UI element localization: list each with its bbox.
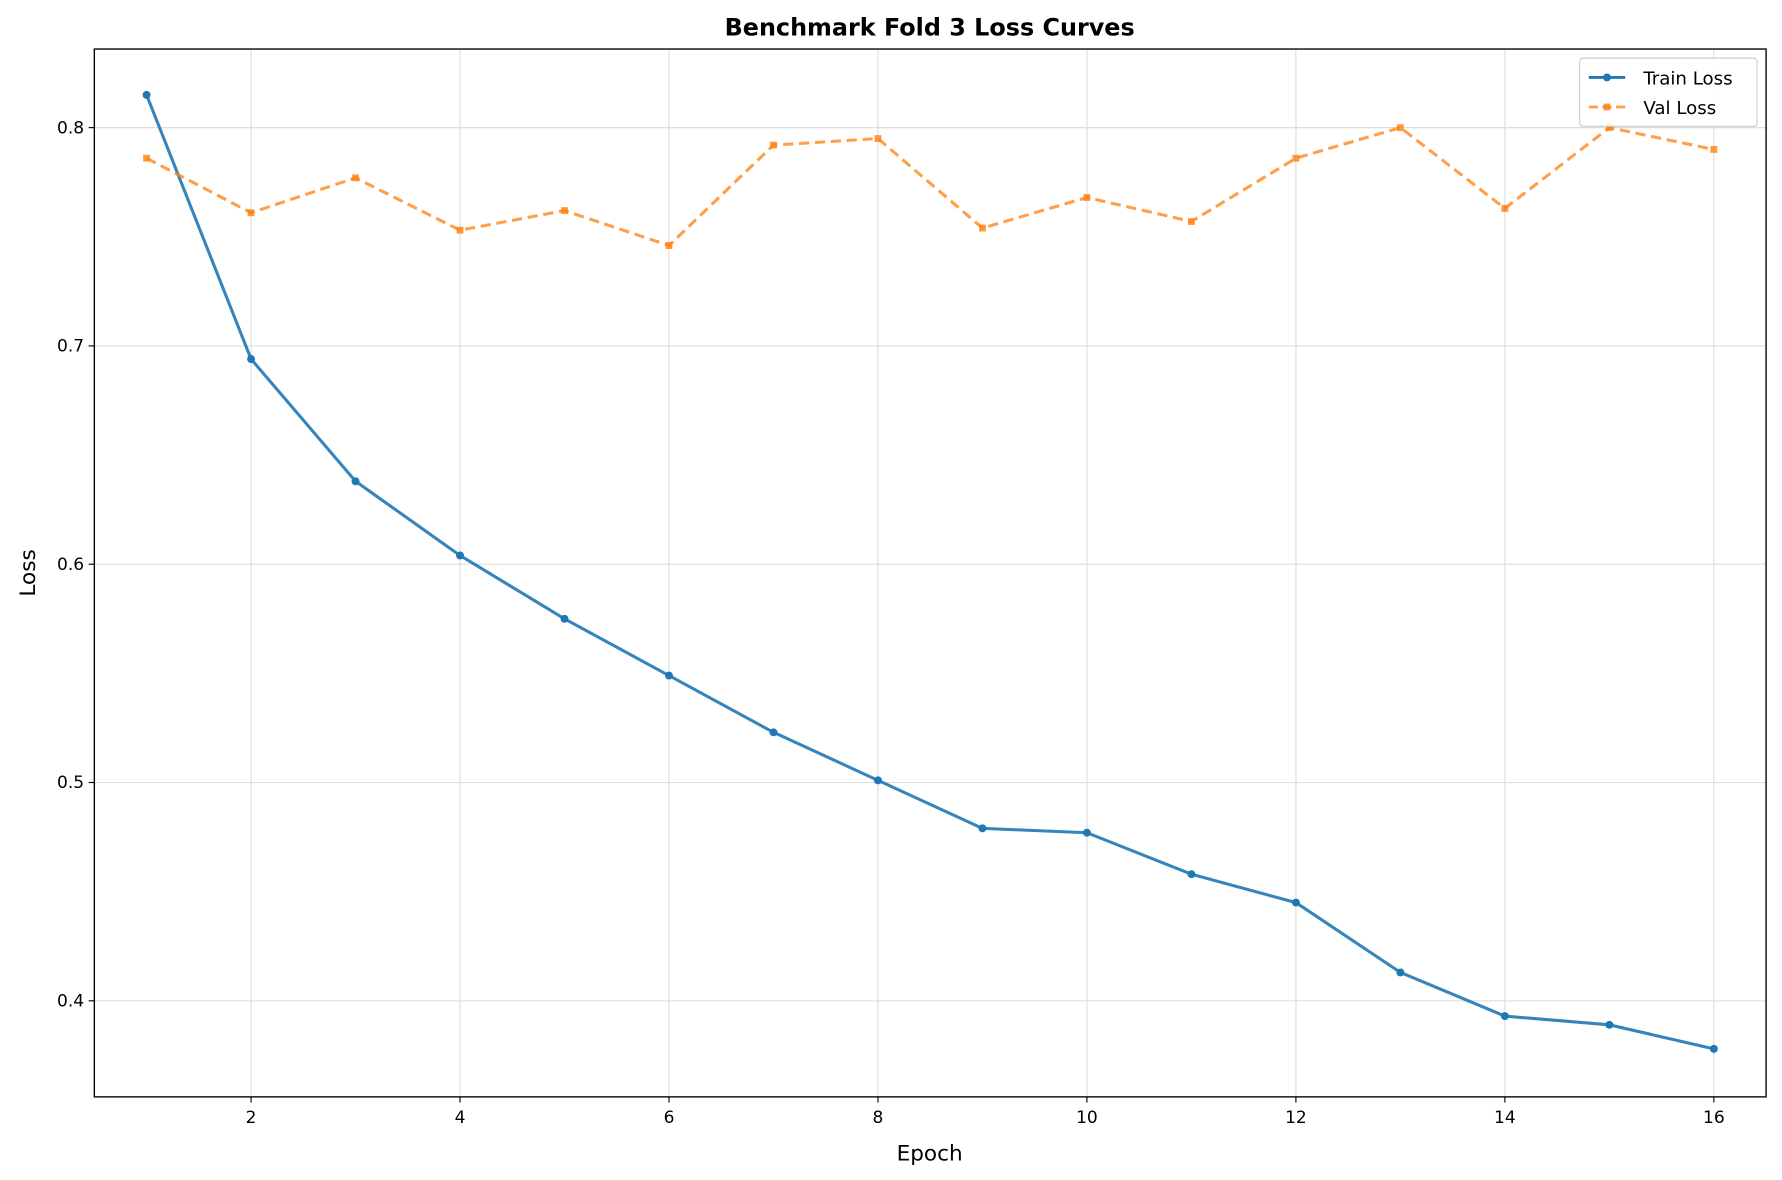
val-loss-point bbox=[979, 224, 986, 232]
y-tick-label: 0.8 bbox=[57, 118, 84, 138]
val-loss-point bbox=[352, 174, 359, 182]
train-loss-point bbox=[665, 671, 673, 680]
val-loss-point bbox=[247, 209, 255, 217]
train-loss-point bbox=[456, 551, 465, 560]
grid bbox=[94, 49, 1767, 1097]
val-loss-line bbox=[145, 125, 1715, 248]
val-loss-point bbox=[1083, 194, 1091, 201]
x-tick-label: 12 bbox=[1285, 1108, 1307, 1128]
train-loss-point bbox=[1291, 898, 1300, 907]
x-tick-label: 14 bbox=[1494, 1108, 1516, 1128]
x-tick-label: 2 bbox=[246, 1108, 257, 1128]
val-loss-point bbox=[1188, 218, 1195, 225]
x-tick-label: 10 bbox=[1076, 1108, 1098, 1128]
train-loss-point bbox=[247, 355, 256, 363]
train-loss-point bbox=[1605, 1020, 1614, 1029]
val-loss-point bbox=[1292, 154, 1300, 162]
val-loss-point bbox=[1396, 124, 1404, 132]
train-loss-point bbox=[978, 824, 987, 833]
train-loss-point bbox=[1709, 1044, 1718, 1053]
y-tick-label: 0.5 bbox=[57, 773, 84, 793]
y-tick-label: 0.4 bbox=[57, 992, 84, 1012]
train-loss-point bbox=[873, 776, 882, 785]
legend-val-label: Val Loss bbox=[1643, 98, 1716, 119]
plot-frame bbox=[93, 48, 1767, 1098]
ticks: 2 4 6 8 10 12 14 16 0.4 0.5 0.6 0.7 0.8 bbox=[57, 118, 1725, 1128]
legend-train-marker bbox=[1603, 73, 1611, 82]
train-loss-point bbox=[351, 477, 360, 486]
val-loss-point bbox=[1501, 204, 1509, 212]
x-axis-label: Epoch bbox=[897, 1142, 963, 1167]
legend: Train Loss Val Loss bbox=[1579, 57, 1758, 127]
x-tick-label: 8 bbox=[873, 1108, 884, 1128]
val-loss-point bbox=[561, 207, 568, 214]
legend-val-marker bbox=[1603, 103, 1611, 111]
train-loss-point bbox=[1082, 828, 1091, 837]
y-tick-label: 0.6 bbox=[57, 555, 84, 575]
chart-title: Benchmark Fold 3 Loss Curves bbox=[725, 13, 1135, 41]
legend-train-label: Train Loss bbox=[1642, 68, 1732, 89]
val-loss-point bbox=[770, 141, 777, 149]
x-tick-label: 6 bbox=[664, 1108, 675, 1128]
series-layer bbox=[142, 90, 1718, 1053]
x-tick-label: 4 bbox=[455, 1108, 466, 1128]
train-loss-line bbox=[145, 94, 1715, 1051]
val-loss-point bbox=[143, 154, 150, 162]
val-loss-point bbox=[665, 242, 673, 249]
train-loss-point bbox=[769, 728, 778, 737]
legend-box bbox=[1579, 57, 1758, 127]
train-loss-point bbox=[1396, 968, 1405, 977]
train-loss-point bbox=[1187, 870, 1196, 879]
val-loss-point bbox=[874, 135, 882, 142]
val-loss-point bbox=[1710, 146, 1718, 153]
train-loss-point bbox=[142, 90, 151, 99]
y-tick-label: 0.7 bbox=[57, 337, 84, 357]
val-loss-point bbox=[1605, 124, 1613, 132]
train-loss-point bbox=[560, 614, 569, 623]
val-loss-point bbox=[456, 226, 464, 234]
y-axis-label: Loss bbox=[16, 549, 41, 596]
x-tick-label: 16 bbox=[1703, 1108, 1725, 1128]
train-loss-point bbox=[1500, 1012, 1509, 1021]
